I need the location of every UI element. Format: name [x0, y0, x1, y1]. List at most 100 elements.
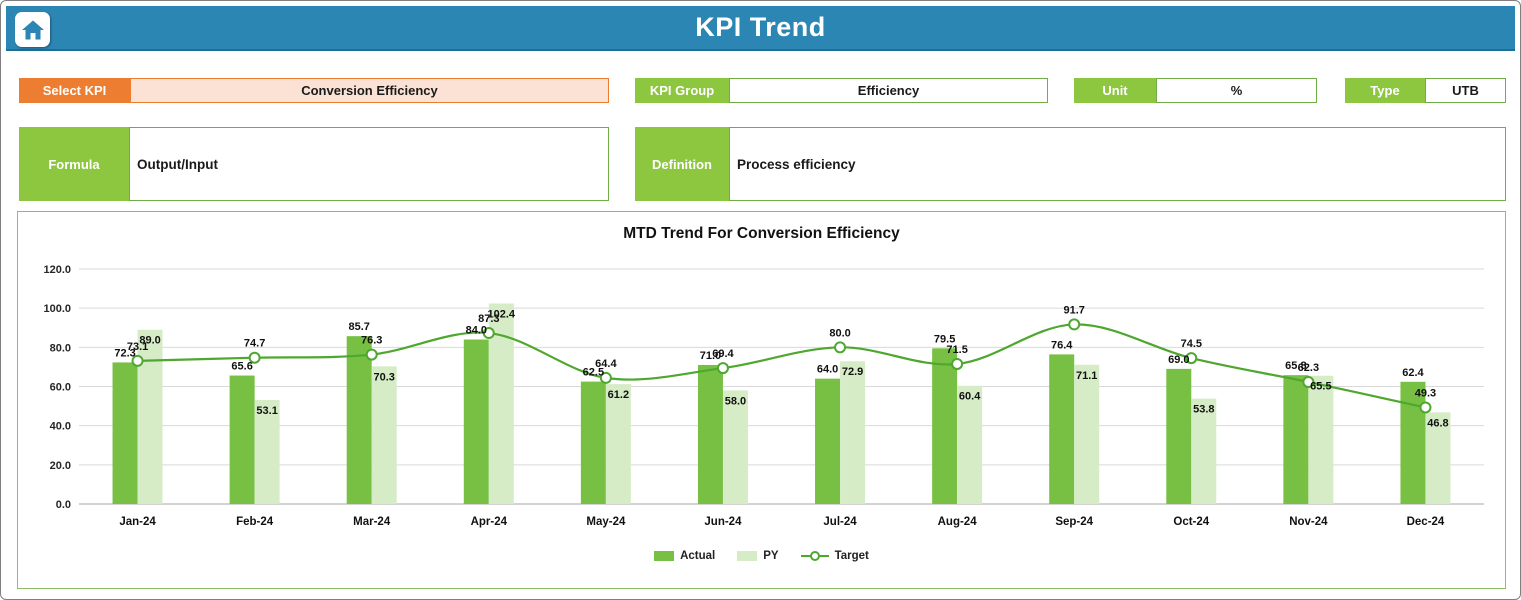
- py-bar: [1425, 412, 1451, 504]
- target-data-label: 87.3: [478, 313, 499, 325]
- target-marker: [1068, 318, 1081, 331]
- py-data-label: 89.0: [139, 335, 160, 347]
- target-marker: [951, 357, 964, 370]
- x-axis-category-label: Aug-24: [938, 516, 978, 528]
- x-axis-category-label: May-24: [586, 516, 626, 528]
- py-data-label: 72.9: [842, 366, 863, 378]
- py-bar: [722, 390, 748, 504]
- target-marker: [1419, 401, 1432, 414]
- x-axis-category-label: Mar-24: [353, 516, 391, 528]
- y-axis-tick-label: 0.0: [56, 499, 71, 511]
- target-marker: [248, 351, 261, 364]
- py-bar: [137, 329, 163, 504]
- kpi-group-field: Efficiency: [729, 78, 1048, 103]
- type-field: UTB: [1425, 78, 1506, 103]
- actual-bar: [932, 348, 958, 504]
- x-axis-category-label: Feb-24: [236, 516, 274, 528]
- x-axis-category-label: Nov-24: [1289, 516, 1328, 528]
- actual-bar: [1400, 381, 1426, 504]
- actual-data-label: 64.0: [817, 364, 838, 376]
- select-kpi-label: Select KPI: [19, 78, 130, 103]
- py-data-label: 60.4: [959, 391, 981, 403]
- actual-data-label: 69.0: [1168, 354, 1189, 366]
- py-data-label: 70.3: [373, 371, 394, 383]
- py-data-label: 53.8: [1193, 404, 1214, 416]
- x-axis-category-label: Jan-24: [119, 516, 156, 528]
- select-kpi-field[interactable]: Conversion Efficiency: [130, 78, 609, 103]
- target-marker: [599, 371, 612, 384]
- chart-title: MTD Trend For Conversion Efficiency: [623, 225, 900, 242]
- type-label: Type: [1345, 78, 1425, 103]
- py-bar: [840, 361, 866, 504]
- actual-bar: [346, 336, 372, 504]
- definition-label: Definition: [635, 127, 729, 201]
- actual-data-label: 65.8: [1285, 360, 1306, 372]
- actual-bar: [1283, 375, 1309, 504]
- py-bar: [254, 400, 280, 504]
- actual-bar: [463, 339, 489, 504]
- target-data-label: 62.3: [1298, 362, 1319, 374]
- target-data-label: 69.4: [712, 348, 734, 360]
- target-data-label: 80.0: [829, 327, 850, 339]
- legend-label: PY: [763, 550, 779, 562]
- target-marker: [716, 362, 729, 375]
- py-data-label: 71.1: [1076, 370, 1097, 382]
- legend-line-swatch: [800, 551, 829, 561]
- actual-data-label: 76.4: [1051, 339, 1073, 351]
- actual-bar: [697, 364, 723, 504]
- header-bar: KPI Trend: [6, 6, 1515, 51]
- legend-swatch: [737, 551, 758, 561]
- py-bar: [1308, 375, 1334, 504]
- formula-label: Formula: [19, 127, 129, 201]
- kpi-group-label: KPI Group: [635, 78, 729, 103]
- target-data-label: 91.7: [1063, 304, 1084, 316]
- chart-plot-area: 0.0 20.0 40.0 60.0 80.0 100.0 120.0 72.3 89.073.…: [43, 264, 1484, 528]
- chart-legend: Actual PY Target: [18, 550, 1505, 562]
- target-marker: [834, 341, 847, 354]
- target-marker: [1185, 352, 1198, 365]
- target-data-label: 74.7: [244, 338, 265, 350]
- target-data-label: 49.3: [1415, 387, 1436, 399]
- home-button[interactable]: [15, 12, 50, 47]
- actual-data-label: 85.7: [348, 321, 369, 333]
- y-axis-tick-label: 40.0: [50, 421, 71, 433]
- target-data-label: 73.1: [127, 341, 148, 353]
- formula-field: Output/Input: [129, 127, 609, 201]
- actual-bar: [1166, 368, 1192, 504]
- definition-field: Process efficiency: [729, 127, 1506, 201]
- y-axis-tick-label: 120.0: [43, 264, 71, 276]
- legend-item-target: Target: [800, 550, 869, 562]
- actual-bar: [112, 362, 138, 504]
- target-data-label: 76.3: [361, 335, 382, 347]
- unit-label: Unit: [1074, 78, 1156, 103]
- unit-field: %: [1156, 78, 1317, 103]
- actual-bar: [1049, 354, 1075, 504]
- legend-label: Actual: [680, 550, 716, 562]
- actual-bar: [580, 381, 606, 504]
- y-axis-tick-label: 100.0: [43, 303, 71, 315]
- py-bar: [605, 384, 631, 504]
- actual-data-label: 62.4: [1402, 367, 1424, 379]
- py-bar: [957, 385, 983, 504]
- x-axis-category-label: Jul-24: [823, 516, 857, 528]
- x-axis-category-label: Dec-24: [1407, 516, 1445, 528]
- legend-item-py: PY: [737, 550, 779, 562]
- actual-data-label: 72.3: [114, 347, 135, 359]
- py-data-label: 102.4: [488, 308, 516, 320]
- x-axis-category-label: Oct-24: [1173, 516, 1209, 528]
- py-bar: [1074, 364, 1100, 504]
- target-data-label: 74.5: [1181, 338, 1202, 350]
- py-data-label: 58.0: [725, 395, 746, 407]
- legend-label: Target: [834, 550, 869, 562]
- py-data-label: 61.2: [608, 389, 629, 401]
- kpi-trend-chart: MTD Trend For Conversion Efficiency 0.0 2…: [17, 211, 1506, 589]
- x-axis-category-label: Sep-24: [1055, 516, 1093, 528]
- x-axis-category-label: Jun-24: [704, 516, 742, 528]
- target-data-label: 64.4: [595, 358, 617, 370]
- py-bar: [1191, 398, 1217, 504]
- actual-data-label: 84.0: [466, 325, 487, 337]
- py-data-label: 46.8: [1427, 417, 1448, 429]
- page-title: KPI Trend: [695, 12, 826, 42]
- py-bar: [371, 366, 397, 504]
